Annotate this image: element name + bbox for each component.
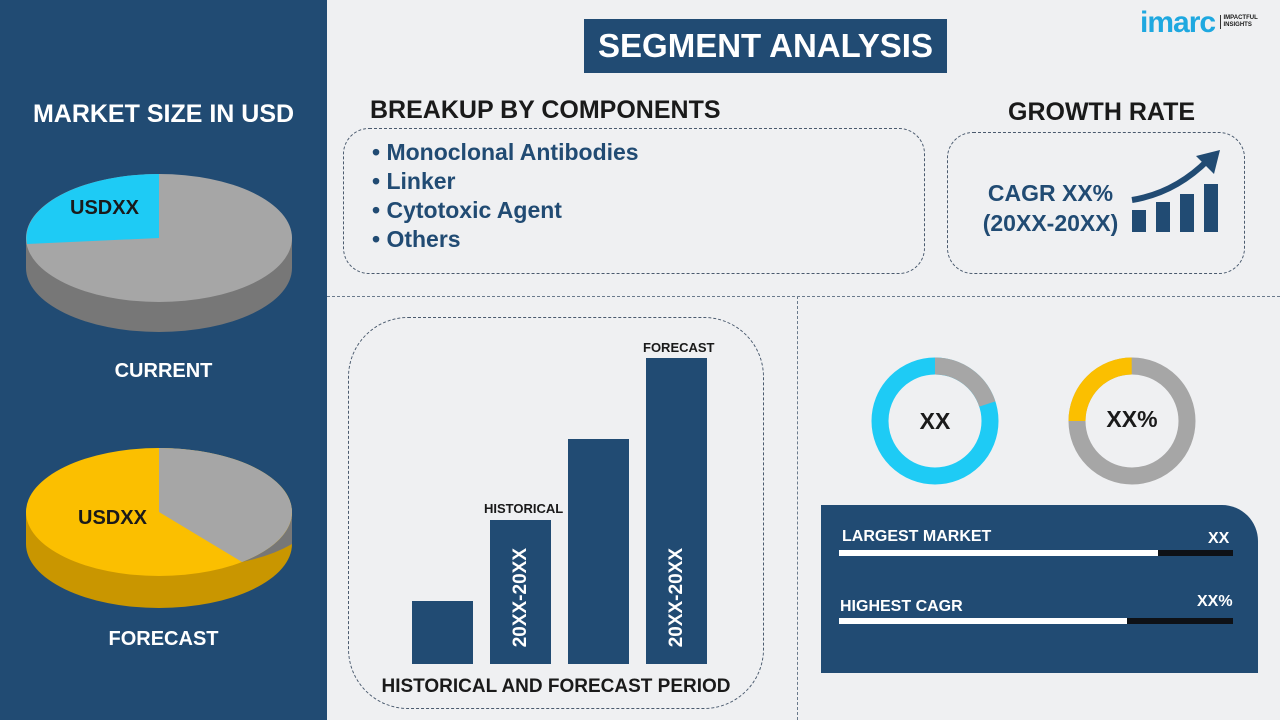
list-item: • Others — [372, 226, 461, 252]
largest-market-bar — [839, 550, 1233, 556]
bar-4: 20XX-20XX — [646, 358, 707, 664]
stat-value: XX — [1208, 530, 1230, 547]
stat-label: HIGHEST CAGR — [840, 598, 963, 615]
bar-3 — [568, 439, 629, 664]
market-size-heading: MARKET SIZE IN USD — [32, 100, 295, 128]
growth-box — [947, 132, 1245, 274]
growth-chart-icon — [1131, 150, 1220, 232]
forecast-value: USDXX — [78, 507, 147, 529]
period-chart-box — [348, 317, 764, 709]
bar-2: 20XX-20XX — [490, 520, 551, 664]
forecast-pie-chart — [26, 448, 292, 608]
forecast-label: FORECAST — [643, 340, 715, 355]
growth-heading: GROWTH RATE — [1008, 98, 1196, 126]
highest-cagr-bar — [839, 618, 1233, 624]
list-item: • Cytotoxic Agent — [372, 197, 562, 223]
page-title: SEGMENT ANALYSIS — [584, 19, 947, 73]
donut-2-value: XX% — [1106, 406, 1158, 432]
current-label: CURRENT — [114, 360, 213, 382]
period-chart-footer: HISTORICAL AND FORECAST PERIOD — [381, 676, 731, 697]
imarc-logo: imarc IMPACTFUL INSIGHTS — [1140, 6, 1258, 39]
list-item: • Linker — [372, 168, 456, 194]
donut-chart-1 — [871, 357, 999, 485]
list-item: • Monoclonal Antibodies — [372, 139, 639, 165]
bar-1 — [412, 601, 473, 664]
historical-label: HISTORICAL — [484, 501, 564, 516]
breakup-box — [343, 128, 925, 274]
stats-panel — [821, 505, 1258, 673]
stat-label: LARGEST MARKET — [842, 528, 992, 545]
component-list: • Monoclonal Antibodies • Linker • Cytot… — [372, 138, 639, 254]
donut-1-value: XX — [919, 408, 951, 434]
donut-chart-2 — [1068, 357, 1196, 485]
divider — [327, 296, 1280, 297]
current-pie-chart — [26, 174, 292, 332]
cagr-text: CAGR XX% (20XX-20XX) — [982, 180, 1119, 236]
stat-value: XX% — [1197, 593, 1233, 610]
divider — [797, 296, 798, 720]
current-value: USDXX — [70, 197, 139, 219]
breakup-heading: BREAKUP BY COMPONENTS — [370, 96, 721, 124]
forecast-label: FORECAST — [108, 628, 219, 650]
